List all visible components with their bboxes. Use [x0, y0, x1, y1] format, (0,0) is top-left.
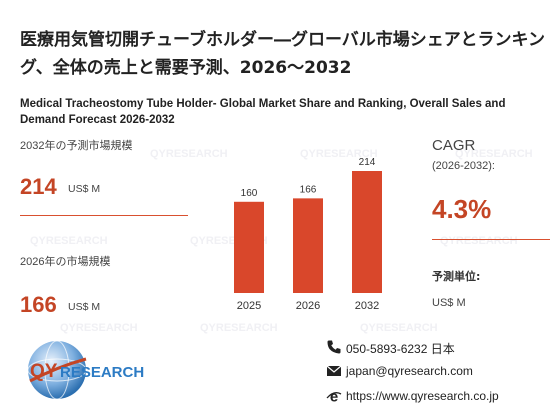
forecast-unit-value: US$ M — [432, 297, 466, 309]
watermark: QYRESEARCH — [440, 235, 518, 247]
cagr-divider — [432, 239, 550, 240]
bar-value-label: 160 — [241, 188, 258, 199]
bar-2026 — [293, 198, 323, 293]
stat-divider — [20, 215, 188, 216]
phone-icon — [327, 340, 341, 354]
bar-2032 — [352, 171, 382, 293]
browser-e-icon: e — [326, 389, 342, 405]
forecast-2032-label: 2032年の予測市場規模 — [20, 140, 133, 152]
email-icon — [326, 365, 342, 376]
phone-text: 050-5893-6232 日本 — [346, 342, 455, 356]
category-label: 2032 — [355, 300, 379, 312]
page-subtitle: Medical Tracheostomy Tube Holder- Global… — [20, 98, 506, 126]
logo-text-research: RESEARCH — [60, 364, 145, 381]
page-title: 医療用気管切開チューブホルダー―グローバル市場シェアとランキング、全体の売上と需… — [20, 30, 545, 78]
svg-text:e: e — [330, 389, 338, 405]
market-2026-value: 166 — [20, 292, 57, 317]
globe-logo-icon — [27, 340, 87, 400]
forecast-unit-label: 予測単位: — [432, 270, 481, 283]
watermark: QYRESEARCH — [200, 322, 278, 334]
bar-2025 — [234, 201, 264, 293]
logo-text-qy: QY — [30, 361, 58, 382]
category-label: 2025 — [237, 300, 261, 312]
logo: QY RESEARCH — [24, 337, 184, 407]
email-link[interactable]: japan@qyresearch.com — [346, 364, 473, 378]
watermark: QYRESEARCH — [360, 322, 438, 334]
bar-value-label: 166 — [300, 184, 317, 195]
bar-chart: 160 2025 166 2026 214 2032 — [234, 157, 382, 312]
forecast-2032-value: 214 — [20, 174, 57, 199]
market-2026-unit: US$ M — [68, 301, 101, 313]
market-2026-label: 2026年の市場規模 — [20, 256, 111, 268]
website-link[interactable]: https://www.qyresearch.co.jp — [346, 389, 499, 403]
cagr-value: 4.3% — [432, 194, 492, 224]
category-label: 2026 — [296, 300, 320, 312]
watermark: QYRESEARCH — [60, 322, 138, 334]
watermark: QYRESEARCH — [30, 235, 108, 247]
cagr-label: CAGR — [432, 137, 476, 154]
bar-value-label: 214 — [359, 157, 376, 168]
forecast-2032-unit: US$ M — [68, 183, 101, 195]
cagr-range: (2026-2032): — [432, 160, 495, 172]
